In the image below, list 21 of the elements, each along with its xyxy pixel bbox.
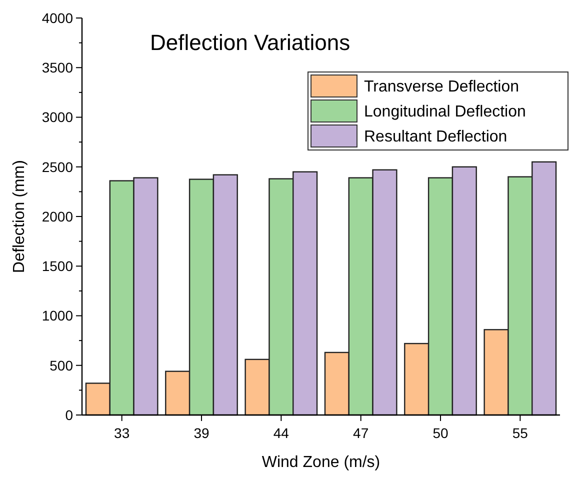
y-tick-label: 500 (50, 357, 74, 374)
y-tick-label: 1500 (42, 258, 74, 274)
text: Deflection Variations (150, 30, 350, 55)
x-tick-label: 55 (512, 425, 528, 441)
x-tick-label: 33 (114, 425, 130, 441)
y-tick-label: 1000 (42, 308, 74, 324)
y-tick-label: 0 (65, 406, 74, 423)
x-tick-label: 44 (273, 425, 290, 441)
y-axis-title: Deflection (mm) (11, 160, 28, 273)
y-tick-label: 3500 (42, 60, 74, 76)
x-axis-title: Wind Zone (m/s) (262, 454, 380, 471)
legend-label: Transverse Deflection (364, 78, 520, 96)
legend-label: Resultant Deflection (364, 128, 508, 146)
x-tick-label: 47 (353, 425, 369, 441)
y-tick-label: 3000 (42, 109, 74, 126)
y-tick-label: 4000 (42, 10, 74, 26)
y-tick-label: 2000 (42, 208, 74, 224)
x-tick-label: 39 (194, 425, 210, 441)
x-tick-label: 50 (432, 425, 448, 441)
legend-label: Longitudinal Deflection (364, 104, 526, 121)
y-tick-label: 2500 (42, 158, 74, 175)
